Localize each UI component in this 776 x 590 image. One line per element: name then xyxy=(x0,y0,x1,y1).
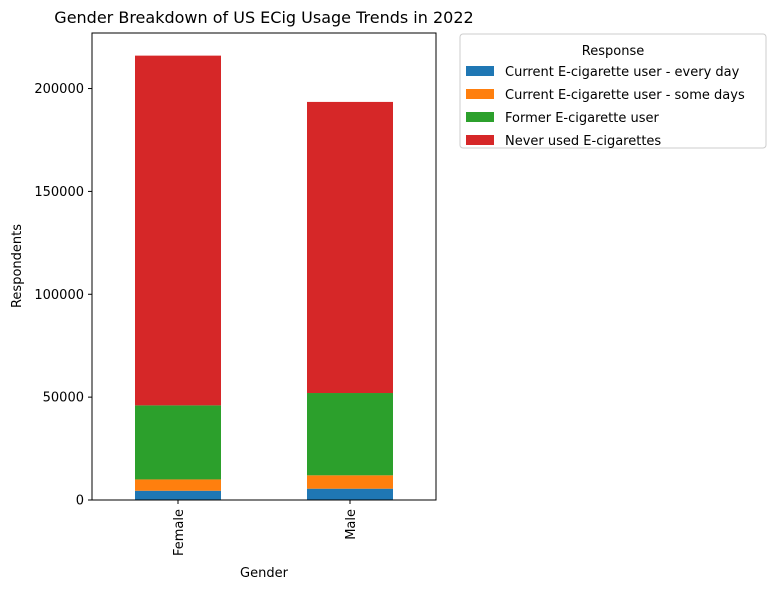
legend: Response Current E-cigarette user - ever… xyxy=(459,33,767,149)
bar-male-series-2 xyxy=(307,393,393,476)
legend-entry-1: Current E-cigarette user - some days xyxy=(505,88,745,103)
bar-female-series-2 xyxy=(135,405,221,480)
legend-entry-3: Never used E-cigarettes xyxy=(505,134,661,149)
x-tick-label: Female xyxy=(172,509,187,556)
y-axis-label: Respondents xyxy=(10,224,25,308)
x-tick-label: Male xyxy=(344,509,359,540)
bar-female-series-0 xyxy=(135,490,221,500)
bar-female-series-3 xyxy=(135,55,221,406)
bar-male-series-0 xyxy=(307,488,393,500)
y-tick-label: 50000 xyxy=(43,391,84,406)
x-axis-label: Gender xyxy=(240,566,289,581)
y-tick-label: 0 xyxy=(76,494,84,509)
plot-frame xyxy=(91,32,437,501)
y-tick-label: 100000 xyxy=(34,288,84,303)
legend-swatch-0 xyxy=(466,66,494,76)
legend-swatch-1 xyxy=(466,89,494,99)
bar-female-series-1 xyxy=(135,479,221,491)
legend-swatch-3 xyxy=(466,135,494,145)
legend-entry-2: Former E-cigarette user xyxy=(505,111,659,126)
legend-swatch-2 xyxy=(466,112,494,122)
legend-box xyxy=(459,33,767,149)
legend-entry-0: Current E-cigarette user - every day xyxy=(505,65,740,80)
bar-male-series-3 xyxy=(307,101,393,394)
plot-area: Female Male 0 50000 100000 150000 200000 xyxy=(34,32,437,556)
chart-title: Gender Breakdown of US ECig Usage Trends… xyxy=(54,8,473,27)
bar-male-series-1 xyxy=(307,475,393,489)
y-tick-label: 200000 xyxy=(34,82,84,97)
y-tick-label: 150000 xyxy=(34,185,84,200)
legend-title: Response xyxy=(582,44,644,59)
